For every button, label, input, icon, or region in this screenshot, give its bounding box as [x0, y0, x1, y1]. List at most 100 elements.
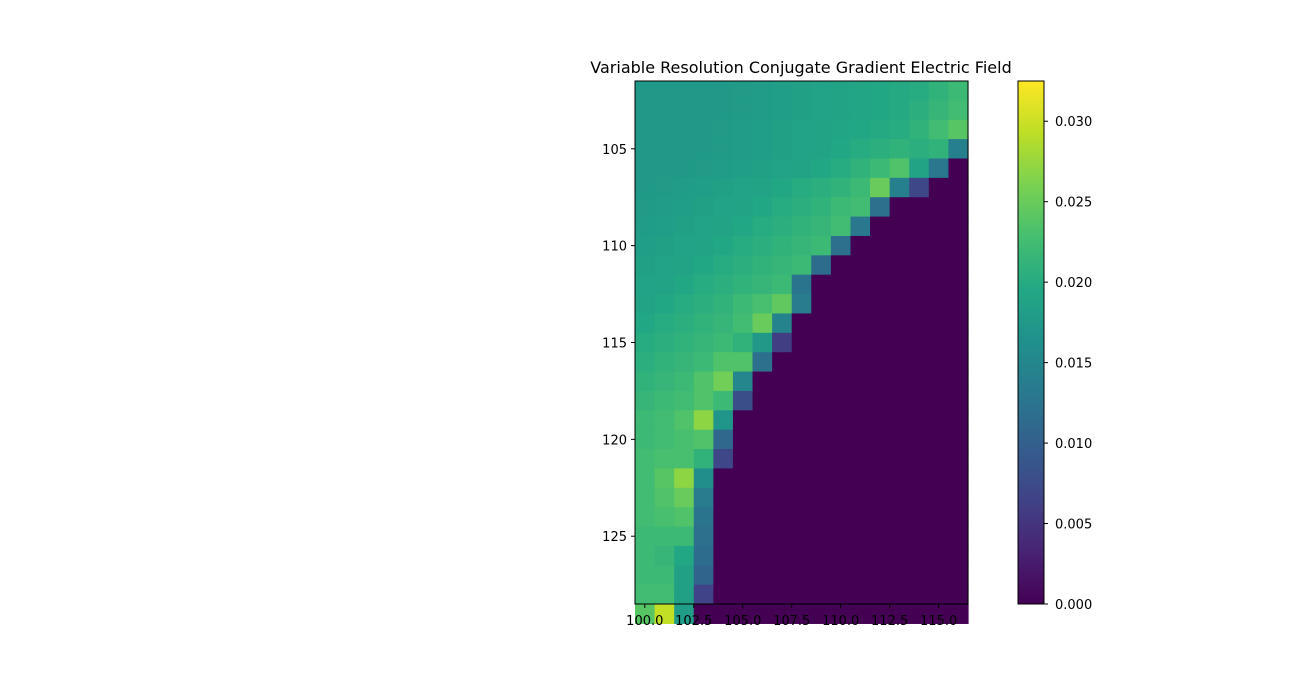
heatmap-cell — [752, 255, 773, 276]
heatmap-cell — [693, 565, 714, 586]
heatmap-cell — [889, 371, 910, 392]
heatmap-cell — [928, 139, 950, 160]
heatmap-cell — [732, 526, 754, 547]
heatmap-cell — [713, 235, 734, 256]
heatmap-cell — [830, 410, 852, 431]
heatmap-cell — [693, 100, 714, 121]
heatmap-cell — [791, 294, 812, 315]
heatmap-cell — [830, 294, 852, 315]
heatmap-cell — [889, 216, 910, 237]
heatmap-cell — [752, 313, 773, 334]
heatmap-cell — [654, 487, 675, 508]
heatmap-cell — [791, 410, 812, 431]
heatmap-cell — [693, 429, 714, 450]
heatmap-cell — [889, 119, 910, 140]
heatmap-cell — [772, 449, 793, 470]
heatmap-cell — [693, 487, 714, 508]
heatmap-cell — [752, 197, 773, 218]
heatmap-cell — [870, 313, 891, 334]
heatmap-cell — [713, 371, 734, 392]
heatmap-cell — [830, 235, 852, 256]
heatmap-cell — [928, 507, 950, 528]
heatmap-cell — [752, 177, 773, 198]
heatmap-cell — [928, 235, 950, 256]
heatmap-cell — [909, 429, 930, 450]
heatmap-cell — [811, 410, 832, 431]
heatmap-cell — [752, 410, 773, 431]
heatmap-cell — [928, 313, 950, 334]
colorbar-tick-label: 0.005 — [1055, 518, 1092, 533]
heatmap-cell — [889, 139, 910, 160]
heatmap-cell — [948, 274, 969, 295]
heatmap-cell — [870, 352, 891, 373]
heatmap-cell — [909, 294, 930, 315]
heatmap-cell — [948, 584, 969, 605]
heatmap-cell — [909, 235, 930, 256]
heatmap-cell — [693, 119, 714, 140]
heatmap-cell — [674, 81, 695, 101]
heatmap-cell — [635, 139, 656, 160]
heatmap-cell — [928, 545, 950, 566]
heatmap-cell — [732, 468, 754, 489]
heatmap-cell — [732, 371, 754, 392]
heatmap-cell — [693, 216, 714, 237]
heatmap-cell — [674, 294, 695, 315]
heatmap-cell — [889, 177, 910, 198]
heatmap-cell — [948, 429, 969, 450]
heatmap-cell — [850, 313, 871, 334]
heatmap-cell — [772, 604, 793, 624]
heatmap-cell — [674, 410, 695, 431]
heatmap-cell — [811, 235, 832, 256]
heatmap-cell — [850, 584, 871, 605]
heatmap-cell — [811, 255, 832, 276]
heatmap-cell — [713, 139, 734, 160]
heatmap-cell — [732, 565, 754, 586]
heatmap-cell — [850, 449, 871, 470]
heatmap-cell — [693, 410, 714, 431]
heatmap-cell — [948, 81, 969, 101]
heatmap-cell — [654, 390, 675, 411]
heatmap-cell — [850, 604, 871, 624]
heatmap-cell — [948, 565, 969, 586]
heatmap-cell — [850, 332, 871, 353]
heatmap-cell — [713, 352, 734, 373]
heatmap-cell — [811, 526, 832, 547]
heatmap-cell — [948, 255, 969, 276]
heatmap-cell — [772, 313, 793, 334]
heatmap-cell — [811, 216, 832, 237]
heatmap-cell — [772, 177, 793, 198]
heatmap-cell — [674, 429, 695, 450]
heatmap-cell — [928, 100, 950, 121]
heatmap-cell — [713, 81, 734, 101]
heatmap-cell — [948, 332, 969, 353]
heatmap-cell — [732, 216, 754, 237]
heatmap-cell — [928, 255, 950, 276]
heatmap-cell — [772, 352, 793, 373]
heatmap-cell — [948, 313, 969, 334]
heatmap-cell — [635, 81, 656, 101]
heatmap-cell — [811, 507, 832, 528]
heatmap-cell — [870, 545, 891, 566]
heatmap-cell — [693, 313, 714, 334]
heatmap-cell — [772, 371, 793, 392]
heatmap-cell — [811, 100, 832, 121]
heatmap-cell — [889, 294, 910, 315]
heatmap-cell — [909, 274, 930, 295]
heatmap-cell — [909, 584, 930, 605]
heatmap-cell — [850, 371, 871, 392]
heatmap-cell — [654, 449, 675, 470]
heatmap-cell — [811, 197, 832, 218]
heatmap-cell — [791, 119, 812, 140]
heatmap-cell — [635, 216, 656, 237]
heatmap-cell — [791, 313, 812, 334]
heatmap-cell — [830, 371, 852, 392]
heatmap-cell — [889, 332, 910, 353]
heatmap-cell — [928, 81, 950, 101]
heatmap-cell — [948, 545, 969, 566]
heatmap-cell — [674, 255, 695, 276]
heatmap-cell — [732, 255, 754, 276]
x-tick-label: 102.5 — [675, 614, 712, 629]
heatmap-cell — [811, 390, 832, 411]
heatmap-cell — [635, 255, 656, 276]
heatmap-cell — [811, 294, 832, 315]
